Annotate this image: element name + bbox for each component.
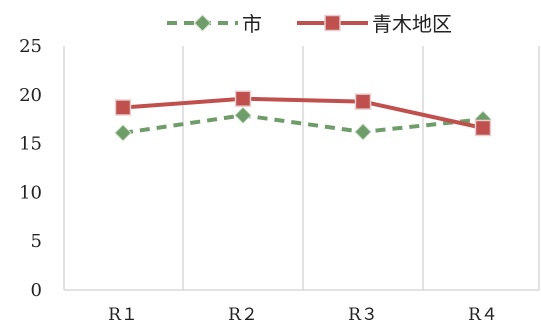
- data-point: [354, 123, 372, 141]
- series-1: [114, 106, 492, 142]
- data-point: [234, 90, 252, 107]
- data-point: [354, 93, 372, 110]
- x-axis-ticks: R１ R２ R３ R４: [108, 305, 498, 325]
- x-tick-label: R４: [468, 305, 498, 325]
- legend-label: 市: [242, 12, 262, 36]
- data-point: [234, 106, 252, 125]
- legend-item: 青木地区: [297, 12, 452, 36]
- y-tick-label: 25: [19, 36, 42, 57]
- square-marker: [324, 14, 341, 32]
- y-tick-label: 20: [19, 85, 42, 106]
- legend-item: 市: [167, 12, 262, 36]
- x-tick-label: R２: [228, 305, 258, 325]
- grid-lines: [63, 46, 540, 290]
- x-tick-label: R１: [108, 305, 138, 325]
- legend: 市 青木地区: [167, 12, 452, 36]
- data-point: [114, 124, 132, 142]
- y-tick-label: 5: [31, 231, 42, 252]
- y-tick-label: 0: [31, 280, 42, 301]
- data-point: [474, 119, 492, 137]
- y-tick-label: 15: [19, 134, 42, 155]
- data-point: [114, 99, 132, 116]
- series-layer: [114, 90, 492, 142]
- series-2: [114, 90, 492, 137]
- y-tick-label: 10: [19, 182, 42, 203]
- diamond-marker: [193, 14, 212, 32]
- x-tick-label: R３: [348, 305, 378, 325]
- y-axis-ticks: 0 5 10 15 20 25: [19, 36, 42, 301]
- series-line: [122, 96, 484, 130]
- legend-label: 青木地区: [372, 12, 452, 36]
- series-line: [122, 113, 484, 135]
